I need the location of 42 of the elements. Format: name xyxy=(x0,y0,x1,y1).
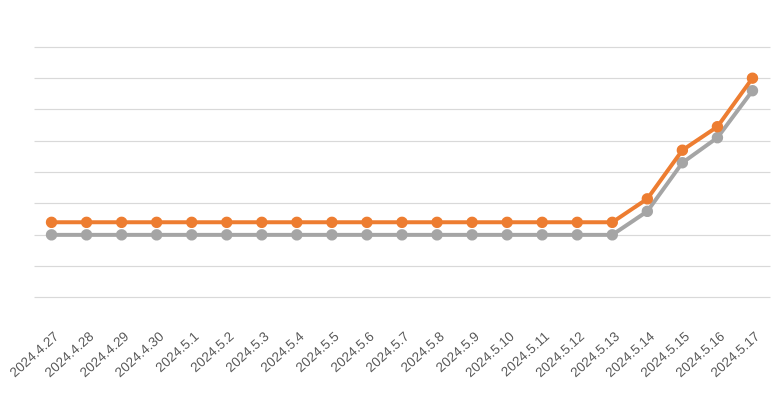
point xyxy=(150,229,162,241)
point xyxy=(676,144,688,156)
point xyxy=(291,216,303,228)
point xyxy=(501,216,513,228)
point xyxy=(361,216,373,228)
point xyxy=(431,216,443,228)
point xyxy=(642,206,654,218)
point xyxy=(466,229,478,241)
point xyxy=(572,229,583,241)
point xyxy=(396,216,408,228)
point xyxy=(536,216,548,228)
point xyxy=(116,229,128,241)
point xyxy=(256,229,268,241)
point xyxy=(466,216,478,228)
point xyxy=(606,216,618,228)
point xyxy=(501,229,513,241)
point xyxy=(256,216,268,228)
point xyxy=(150,216,162,228)
point xyxy=(326,229,338,241)
point xyxy=(186,229,198,241)
point xyxy=(221,216,232,228)
point xyxy=(712,121,724,132)
point xyxy=(116,216,128,228)
point xyxy=(746,72,758,84)
point xyxy=(46,229,58,241)
point xyxy=(361,229,373,241)
point xyxy=(46,216,58,228)
point xyxy=(80,229,92,241)
point xyxy=(642,193,654,204)
point xyxy=(712,132,724,144)
point xyxy=(536,229,548,241)
point xyxy=(291,229,303,241)
point xyxy=(186,216,198,228)
point xyxy=(606,229,618,241)
point xyxy=(396,229,408,241)
point xyxy=(221,229,232,241)
point xyxy=(572,216,583,228)
point xyxy=(431,229,443,241)
point xyxy=(676,157,688,168)
point xyxy=(326,216,338,228)
point xyxy=(746,84,758,96)
point xyxy=(80,216,92,228)
